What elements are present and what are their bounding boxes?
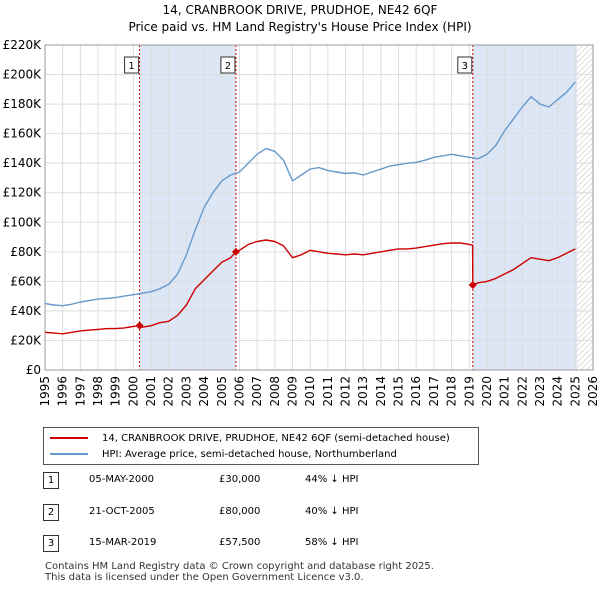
sale-label: 1 [128, 61, 134, 72]
chart-subtitle: Price paid vs. HM Land Registry's House … [128, 20, 472, 34]
legend-label-property: 14, CRANBROOK DRIVE, PRUDHOE, NE42 6QF (… [102, 432, 450, 444]
x-tick-label: 2002 [162, 376, 176, 407]
y-tick-label: £160K [3, 127, 43, 141]
x-tick-label: 2007 [250, 376, 264, 407]
chart-title: 14, CRANBROOK DRIVE, PRUDHOE, NE42 6QF [162, 3, 438, 17]
legend-swatch-property [50, 437, 88, 439]
sale-hpi-diff: 44% ↓ HPI [305, 474, 359, 485]
footer: Contains HM Land Registry data © Crown c… [45, 561, 434, 583]
sale-row: 3 15-MAR-2019 £57,500 58% ↓ HPI [43, 535, 403, 553]
x-tick-label: 2020 [480, 376, 494, 407]
x-tick-label: 2022 [515, 376, 529, 407]
legend-label-hpi: HPI: Average price, semi-detached house,… [102, 448, 397, 460]
y-tick-label: £80K [10, 245, 42, 259]
sale-price: £80,000 [219, 506, 261, 517]
y-tick-label: £60K [10, 274, 42, 288]
y-tick-label: £220K [3, 38, 43, 52]
x-tick-label: 2018 [445, 376, 459, 407]
x-tick-label: 2008 [268, 376, 282, 407]
x-tick-label: 2015 [392, 376, 406, 407]
x-tick-label: 2012 [339, 376, 353, 407]
x-tick-label: 2004 [197, 376, 211, 407]
y-tick-label: £100K [3, 215, 43, 229]
x-tick-label: 2023 [533, 376, 547, 407]
y-tick-label: £140K [3, 156, 43, 170]
sale-point [468, 281, 477, 290]
x-tick-label: 2006 [232, 376, 246, 407]
x-tick-label: 2005 [215, 376, 229, 407]
x-tick-label: 2025 [568, 376, 582, 407]
sale-date: 21-OCT-2005 [89, 506, 155, 517]
hpi-series-line [44, 81, 576, 307]
y-tick-label: £40K [10, 304, 42, 318]
sale-point [231, 247, 240, 256]
x-tick-label: 2001 [144, 376, 158, 407]
y-tick-label: £120K [3, 186, 43, 200]
sale-row: 1 05-MAY-2000 £30,000 44% ↓ HPI [43, 472, 403, 490]
sale-price: £57,500 [219, 537, 261, 548]
x-tick-label: 2016 [409, 376, 423, 407]
x-tick-label: 2011 [321, 376, 335, 407]
price-chart: £0 £20K £40K £60K £80K £100K £120K £140K £160K £1… [3, 38, 600, 407]
sale-hpi-diff: 40% ↓ HPI [305, 506, 359, 517]
sale-label-box [124, 56, 140, 74]
x-tick-label: 2000 [126, 376, 140, 407]
ownership-shade [472, 45, 578, 370]
y-tick-label: £180K [3, 97, 43, 111]
ownership-shade [139, 45, 236, 370]
x-tick-label: 2013 [356, 376, 370, 407]
sale-row: 2 21-OCT-2005 £80,000 40% ↓ HPI [43, 504, 403, 522]
x-tick-label: 2003 [179, 376, 193, 407]
y-tick-label: £200K [3, 68, 43, 82]
x-tick-label: 1996 [56, 376, 70, 407]
x-tick-label: 2010 [303, 376, 317, 407]
legend-item-hpi: HPI: Average price, semi-detached house,… [50, 447, 397, 461]
sale-date: 05-MAY-2000 [89, 474, 155, 485]
y-tick-label: £0 [26, 363, 41, 377]
x-tick-label: 2019 [462, 376, 476, 407]
sale-label-box [220, 56, 236, 74]
sale-hpi-diff: 58% ↓ HPI [305, 537, 359, 548]
legend-swatch-hpi [50, 453, 88, 455]
x-tick-label: 2017 [427, 376, 441, 407]
sale-label: 2 [225, 61, 231, 72]
plot-frame [44, 44, 594, 371]
sale-label-box [457, 56, 473, 74]
x-tick-label: 2026 [586, 376, 600, 407]
x-tick-label: 2021 [498, 376, 512, 407]
x-tick-label: 1995 [38, 376, 52, 407]
footer-license: This data is licensed under the Open Gov… [45, 572, 364, 583]
legend: 14, CRANBROOK DRIVE, PRUDHOE, NE42 6QF (… [43, 427, 479, 465]
x-tick-label: 2009 [285, 376, 299, 407]
legend-item-property: 14, CRANBROOK DRIVE, PRUDHOE, NE42 6QF (… [50, 431, 450, 445]
sale-marker-label: 3 [43, 535, 59, 552]
y-tick-label: £20K [10, 333, 42, 347]
sale-point [135, 321, 144, 330]
x-tick-label: 2014 [374, 376, 388, 407]
sale-marker-label: 1 [43, 472, 59, 489]
sale-marker-label: 2 [43, 504, 59, 521]
x-tick-label: 1998 [91, 376, 105, 407]
x-tick-label: 1999 [109, 376, 123, 407]
sale-date: 15-MAR-2019 [89, 537, 157, 548]
forecast-hatch [577, 45, 593, 370]
footer-copyright: Contains HM Land Registry data © Crown c… [45, 561, 434, 572]
x-tick-label: 2024 [551, 376, 565, 407]
x-tick-label: 1997 [73, 376, 87, 407]
sale-price: £30,000 [219, 474, 261, 485]
sale-label: 3 [462, 61, 468, 72]
